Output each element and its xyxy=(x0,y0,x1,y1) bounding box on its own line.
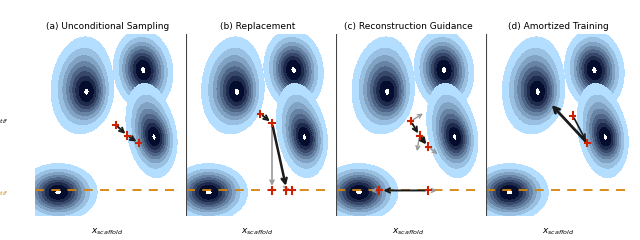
Title: (a) Unconditional Sampling: (a) Unconditional Sampling xyxy=(45,22,169,31)
Title: (c) Reconstruction Guidance: (c) Reconstruction Guidance xyxy=(344,22,472,31)
Title: (b) Replacement: (b) Replacement xyxy=(220,22,295,31)
Text: $\mathit{x}_{motif}$: $\mathit{x}_{motif}$ xyxy=(0,116,10,126)
Text: $\mathit{x}_{scaffold}$: $\mathit{x}_{scaffold}$ xyxy=(542,227,575,237)
Text: $\mathit{x}^*_{motif}$: $\mathit{x}^*_{motif}$ xyxy=(0,183,10,198)
Text: $\mathit{x}_{scaffold}$: $\mathit{x}_{scaffold}$ xyxy=(241,227,274,237)
Text: $\mathit{x}_{scaffold}$: $\mathit{x}_{scaffold}$ xyxy=(91,227,124,237)
Text: $\mathit{x}_{scaffold}$: $\mathit{x}_{scaffold}$ xyxy=(392,227,424,237)
Title: (d) Amortized Training: (d) Amortized Training xyxy=(508,22,609,31)
